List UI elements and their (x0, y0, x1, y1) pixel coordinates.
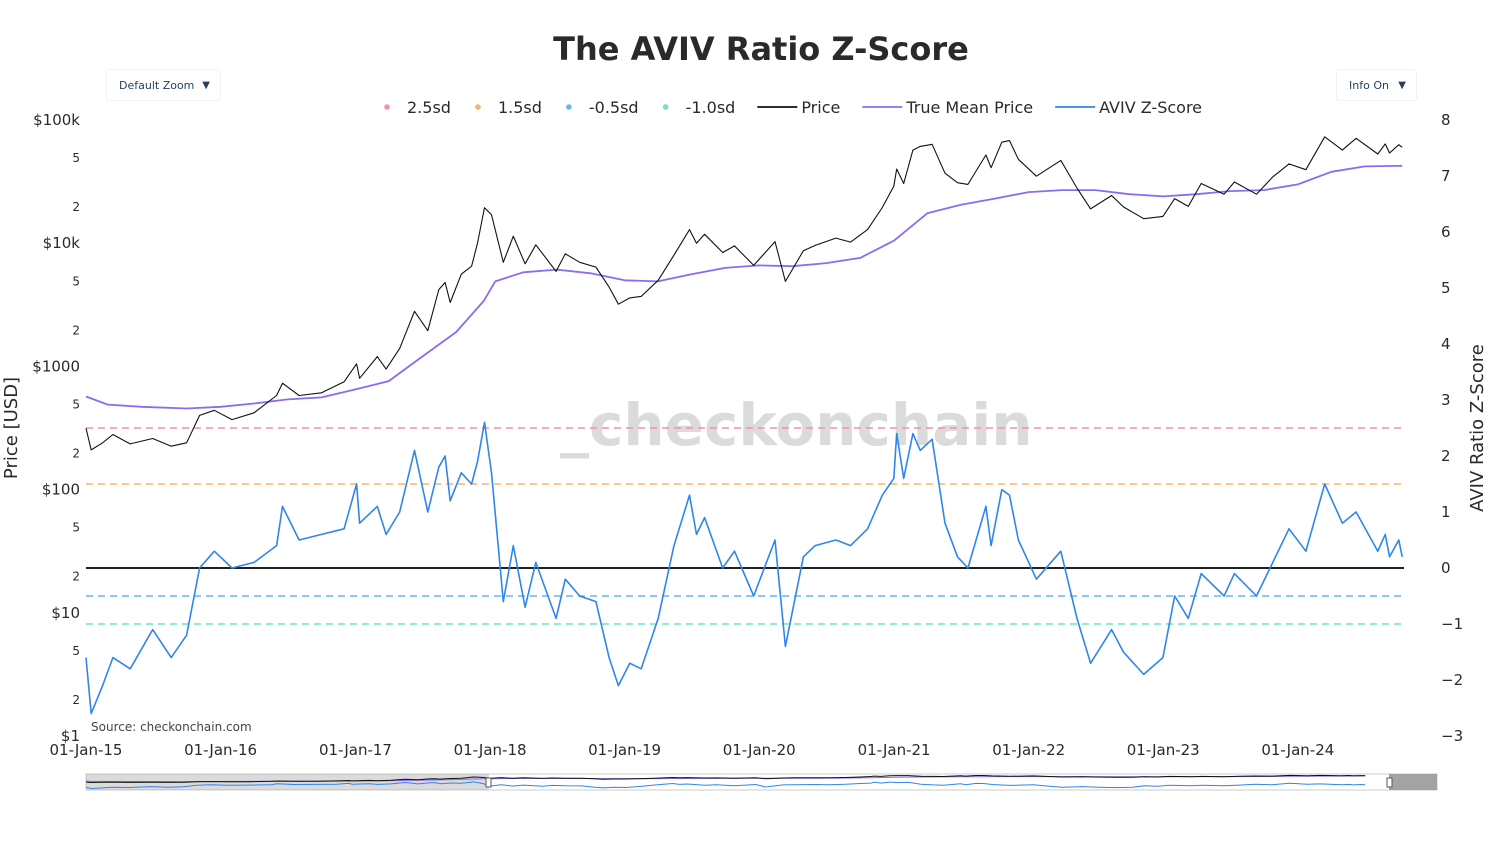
y-left-tick-label: 5 (72, 151, 80, 165)
range-slider-handle-right[interactable] (1386, 777, 1393, 788)
y-left-tick-label: $10 (51, 604, 80, 622)
x-tick-label: 01-Jan-21 (858, 741, 931, 759)
y-left-tick-label: 2 (72, 570, 80, 584)
y-left-tick-label: $10k (43, 234, 81, 252)
legend-item: AVIV Z-Score (1055, 98, 1202, 117)
legend-label: 1.5sd (498, 98, 542, 117)
zoom-dropdown-label: Default Zoom (119, 78, 195, 92)
y-right-tick-label: 0 (1441, 559, 1451, 577)
range-slider-preview (85, 774, 1366, 790)
y-axis-left-title: Price [USD] (1, 377, 22, 479)
watermark: _checkonchain (560, 391, 1033, 459)
y-left-tick-label: 5 (72, 644, 80, 658)
legend-marker (384, 104, 390, 110)
x-tick-label: 01-Jan-22 (992, 741, 1065, 759)
source-note: Source: checkonchain.com (91, 720, 252, 734)
legend-label: True Mean Price (905, 98, 1033, 117)
x-tick-label: 01-Jan-18 (454, 741, 527, 759)
range-slider-aviv-zscore-line (85, 781, 1366, 790)
legend-item: -1.0sd (662, 98, 736, 117)
y-left-tick-label: 2 (72, 693, 80, 707)
legend: 2.5sd 1.5sd -0.5sd -1.0sd Price True Mean Pri… (384, 98, 1202, 117)
y-right-tick-label: 7 (1441, 167, 1451, 185)
y-left-tick-label: 2 (72, 447, 80, 461)
x-tick-label: 01-Jan-16 (184, 741, 257, 759)
true-mean-price-line (85, 164, 1403, 410)
y-right-tick-label: −3 (1441, 727, 1463, 745)
legend-label: -1.0sd (686, 98, 736, 117)
info-dropdown[interactable]: Info On ▼ (1337, 70, 1416, 100)
chart-title: The AVIV Ratio Z-Score (553, 30, 969, 68)
x-tick-label: 01-Jan-19 (588, 741, 661, 759)
y-left-tick-label: 5 (72, 397, 80, 411)
price-line (85, 136, 1403, 451)
legend-item: -0.5sd (566, 98, 639, 117)
y-left-tick-label: 2 (72, 323, 80, 337)
legend-marker (475, 104, 481, 110)
y-left-tick-label: $100 (42, 481, 80, 499)
legend-marker (566, 104, 572, 110)
range-slider-mask-right (1389, 774, 1437, 790)
range-slider-price-line (85, 774, 1366, 784)
y-right-tick-label: 4 (1441, 335, 1451, 353)
zoom-dropdown[interactable]: Default Zoom ▼ (107, 70, 220, 100)
y-left-tick-label: $100k (33, 111, 80, 129)
left-axis: $100k 5 2 $10k 5 2 $1000 5 2 $100 5 2 $10 5 2 $1 (32, 111, 80, 745)
x-tick-label: 01-Jan-20 (723, 741, 796, 759)
x-tick-label: 01-Jan-17 (319, 741, 392, 759)
legend-label: Price (801, 98, 840, 117)
y-left-tick-label: 5 (72, 521, 80, 535)
y-right-tick-label: 3 (1441, 391, 1451, 409)
y-right-tick-label: 8 (1441, 111, 1451, 129)
legend-label: AVIV Z-Score (1099, 98, 1202, 117)
y-left-tick-label: 5 (72, 274, 80, 288)
chevron-down-icon: ▼ (202, 79, 210, 91)
y-right-tick-label: 5 (1441, 279, 1451, 297)
threshold-lines (86, 427, 1404, 625)
right-axis: 8 7 6 5 4 3 2 1 0 −1 −2 −3 (1441, 111, 1463, 745)
y-right-tick-label: −1 (1441, 615, 1463, 633)
y-left-tick-label: $1000 (32, 357, 80, 375)
x-tick-label: 01-Jan-23 (1127, 741, 1200, 759)
legend-label: 2.5sd (407, 98, 451, 117)
y-right-tick-label: 1 (1441, 503, 1451, 521)
y-right-tick-label: 6 (1441, 223, 1451, 241)
legend-item: Price (757, 98, 840, 117)
y-right-tick-label: 2 (1441, 447, 1451, 465)
info-dropdown-label: Info On (1349, 78, 1389, 92)
aviv-zscore-line (85, 421, 1403, 715)
legend-label: -0.5sd (589, 98, 639, 117)
legend-item: 1.5sd (475, 98, 542, 117)
range-slider[interactable] (85, 773, 1438, 791)
range-slider-handle-left[interactable] (485, 777, 492, 788)
y-right-tick-label: −2 (1441, 671, 1463, 689)
legend-item: True Mean Price (862, 98, 1033, 117)
y-left-tick-label: $1 (61, 727, 80, 745)
y-axis-right-title: AVIV Ratio Z-Score (1467, 344, 1488, 512)
legend-marker (662, 104, 669, 110)
legend-item: 2.5sd (384, 98, 451, 117)
x-tick-label: 01-Jan-15 (50, 741, 123, 759)
y-left-tick-label: 2 (72, 200, 80, 214)
series-layer (85, 136, 1403, 715)
x-axis: 01-Jan-15 01-Jan-16 01-Jan-17 01-Jan-18 01-J… (50, 741, 1335, 759)
chevron-down-icon: ▼ (1398, 79, 1406, 91)
x-tick-label: 01-Jan-24 (1261, 741, 1334, 759)
